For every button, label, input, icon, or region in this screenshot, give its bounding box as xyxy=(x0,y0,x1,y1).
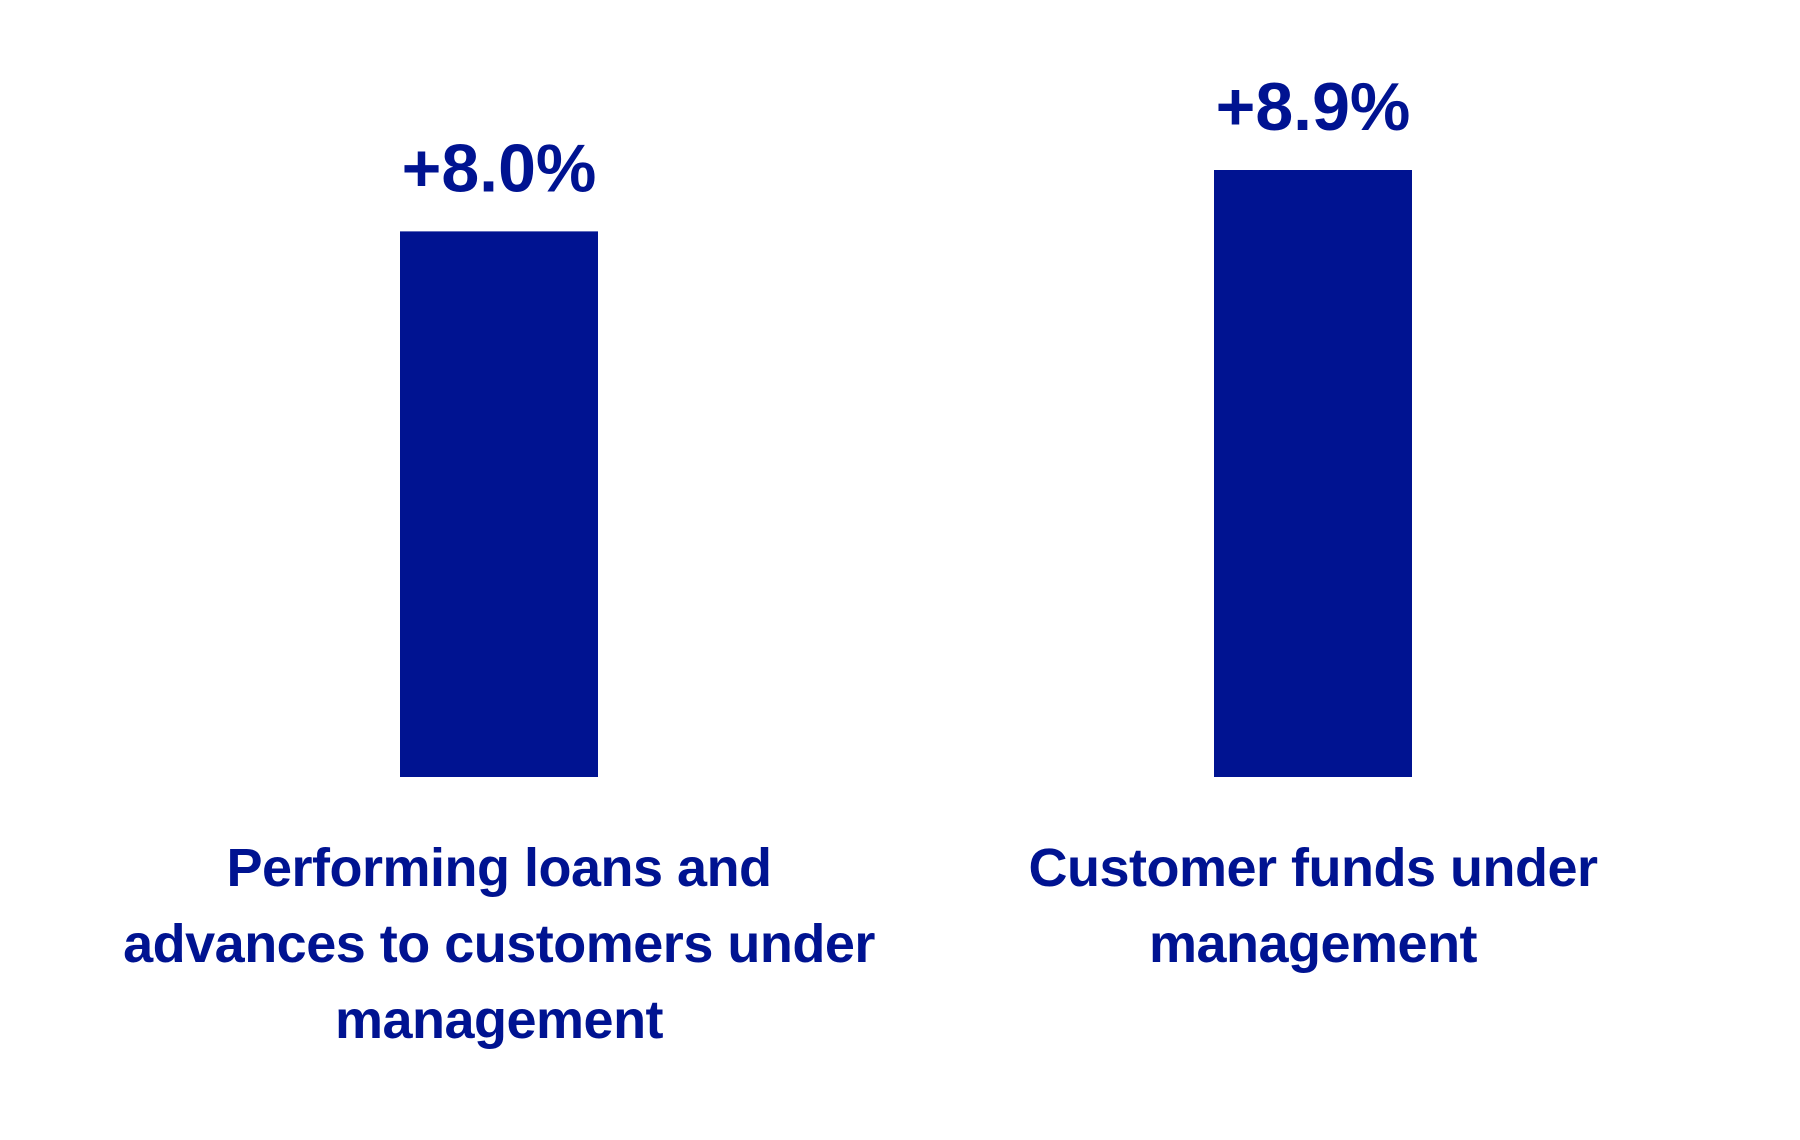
bar xyxy=(1214,170,1412,777)
value-label: +8.9% xyxy=(1216,69,1411,145)
value-label: +8.0% xyxy=(402,130,597,206)
category-label: Performing loans and advances to custome… xyxy=(123,838,875,1050)
bar xyxy=(400,231,598,777)
category-label: Customer funds under management xyxy=(1028,838,1598,974)
